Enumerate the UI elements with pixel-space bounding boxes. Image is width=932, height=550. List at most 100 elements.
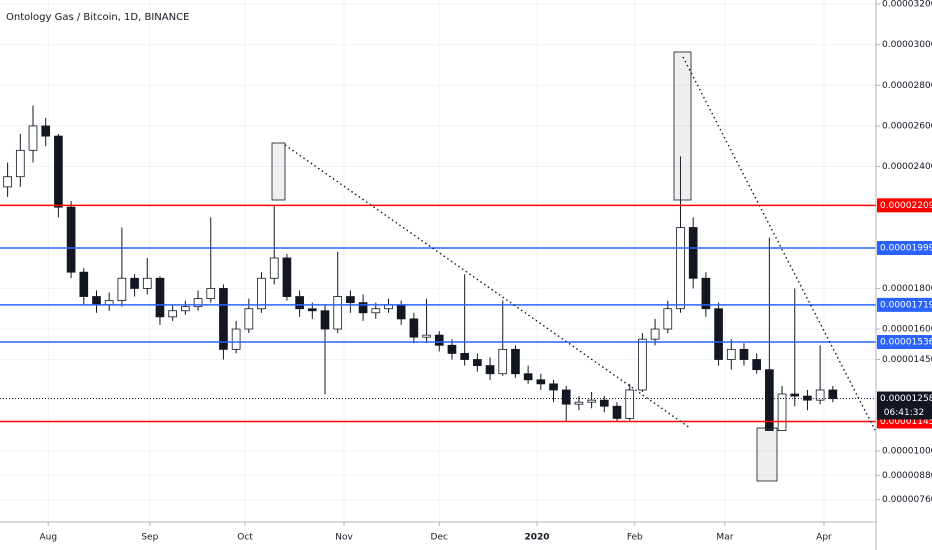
candle-body: [777, 393, 787, 431]
level-label-box: [877, 241, 932, 256]
candles: [3, 105, 838, 431]
candle-body: [739, 348, 749, 360]
y-tick-label: 0.00001000: [882, 446, 932, 456]
candle-body: [92, 296, 101, 306]
candle-body: [574, 401, 584, 405]
candle-body: [422, 334, 431, 338]
candle-body: [434, 334, 444, 346]
candle-body: [320, 310, 330, 330]
candle-body: [815, 389, 825, 401]
candle-body: [485, 365, 495, 375]
candle-body: [193, 298, 203, 308]
candle-body: [549, 383, 558, 391]
candle-body: [523, 373, 533, 381]
chart-title: Ontology Gas / Bitcoin, 1D, BINANCE: [6, 12, 189, 23]
candle-body: [511, 348, 520, 375]
x-tick-label: Nov: [335, 533, 353, 543]
y-tick-label: 0.00002800: [882, 81, 932, 91]
candle-body: [396, 304, 406, 320]
candle-body: [54, 135, 63, 208]
candle-body: [307, 308, 317, 312]
candle-body: [168, 310, 177, 318]
candle-body: [244, 308, 254, 330]
candle-body: [473, 359, 482, 367]
y-tick-label: 0.00002600: [882, 121, 932, 131]
candle-body: [257, 277, 266, 310]
y-tick-label: 0.00000880: [882, 471, 932, 481]
x-tick-label: Aug: [39, 533, 57, 543]
candle-body: [587, 399, 596, 403]
y-tick-label: 0.00002400: [882, 162, 932, 172]
candle-body: [726, 348, 736, 360]
candle-body: [828, 389, 838, 399]
candle-body: [498, 348, 508, 375]
candle-body: [155, 277, 165, 318]
candle-body: [765, 369, 774, 431]
candle-body: [15, 149, 25, 178]
level-label: 0.00001719: [880, 300, 932, 310]
candle-body: [650, 328, 660, 340]
candle-body: [3, 176, 12, 188]
x-tick-label: Oct: [237, 533, 253, 543]
levels: [0, 204, 876, 423]
candle-body: [104, 300, 114, 306]
x-tick-label: 2020: [524, 533, 549, 543]
candle-body: [79, 271, 89, 297]
candle-body: [536, 379, 546, 385]
countdown: 06:41:32: [884, 408, 924, 418]
y-tick-label: 0.00003200: [882, 0, 932, 10]
y-tick-label: 0.00003000: [882, 40, 932, 50]
candle-body: [358, 302, 368, 314]
candle-body: [28, 125, 38, 151]
y-tick-label: 0.00001800: [882, 284, 932, 294]
x-tick-label: Sep: [141, 533, 158, 543]
candle-body: [142, 277, 152, 289]
level-label-box: [877, 198, 932, 213]
candle-body: [638, 338, 647, 391]
y-tick-label: 0.00001450: [882, 355, 932, 365]
candle-body: [295, 296, 304, 310]
level-label-box: [877, 335, 932, 350]
candle-body: [599, 399, 609, 407]
candle-body: [688, 227, 698, 279]
annotation-box: [673, 51, 692, 201]
candle-body: [282, 257, 292, 297]
candle-body: [714, 308, 723, 360]
candle-body: [701, 277, 711, 310]
candle-body: [676, 227, 685, 310]
last-price-label: 0.00001258: [880, 394, 932, 404]
axes: 0.00003200 0.00003000 0.00002800 0.00002600…: [39, 0, 932, 543]
x-tick-label: Dec: [431, 533, 448, 543]
candle-body: [66, 206, 76, 273]
candle-body: [219, 288, 228, 350]
candle-body: [409, 318, 419, 338]
annotations: [271, 51, 876, 482]
level-label: 0.00002209: [880, 201, 932, 211]
candle-body: [561, 389, 571, 405]
level-label-box: [877, 297, 932, 312]
candle-body: [371, 308, 381, 314]
x-tick-label: Apr: [816, 533, 832, 543]
level-label: 0.00001536: [880, 338, 932, 348]
x-tick-label: Mar: [716, 533, 733, 543]
candle-body: [117, 277, 127, 302]
candle-body: [130, 277, 139, 289]
candle-body: [790, 393, 800, 397]
candle-body: [625, 389, 635, 419]
level-label: 0.00001999: [880, 244, 932, 254]
candle-body: [181, 306, 190, 312]
level-label: 0.00001145: [880, 417, 932, 427]
candle-body: [231, 328, 241, 350]
last-price-box: [877, 391, 932, 420]
candle-body: [346, 296, 355, 304]
y-tick-label: 0.00001600: [882, 325, 932, 335]
candle-body: [447, 344, 457, 354]
candle-body: [612, 405, 622, 419]
candle-body: [460, 353, 469, 360]
candle-body: [752, 359, 761, 371]
annotation-box: [756, 427, 778, 482]
candle-body: [269, 257, 279, 279]
candle-body: [663, 308, 673, 330]
